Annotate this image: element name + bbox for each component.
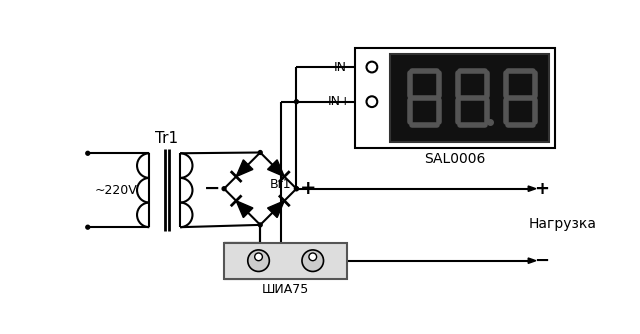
Circle shape	[367, 62, 378, 72]
Circle shape	[302, 250, 324, 272]
Text: ~220V: ~220V	[95, 184, 138, 197]
Circle shape	[367, 96, 378, 107]
Text: −: −	[204, 179, 221, 198]
Circle shape	[222, 187, 226, 191]
Text: Br1: Br1	[269, 178, 291, 191]
Circle shape	[294, 187, 298, 191]
Text: ШИА75: ШИА75	[262, 283, 309, 296]
Text: +: +	[300, 179, 316, 198]
Bar	[355, 48, 555, 148]
Circle shape	[86, 151, 90, 155]
Circle shape	[86, 225, 90, 229]
Text: Tr1: Tr1	[155, 131, 178, 146]
Text: IN-: IN-	[333, 60, 351, 73]
Circle shape	[309, 253, 317, 261]
Circle shape	[259, 223, 262, 227]
Text: Нагрузка: Нагрузка	[529, 217, 597, 231]
Text: SAL0006: SAL0006	[424, 152, 486, 166]
Polygon shape	[528, 186, 536, 191]
Circle shape	[255, 253, 262, 261]
Text: +: +	[534, 180, 550, 198]
Circle shape	[248, 250, 269, 272]
Polygon shape	[236, 160, 253, 177]
Circle shape	[294, 100, 298, 104]
Bar	[224, 242, 348, 279]
Polygon shape	[236, 201, 253, 217]
Polygon shape	[268, 160, 284, 177]
Polygon shape	[528, 258, 536, 264]
Bar	[390, 54, 549, 142]
Text: IN+: IN+	[328, 95, 351, 108]
Circle shape	[294, 187, 298, 191]
Text: −: −	[534, 252, 550, 270]
Polygon shape	[268, 201, 284, 217]
Circle shape	[259, 151, 262, 154]
